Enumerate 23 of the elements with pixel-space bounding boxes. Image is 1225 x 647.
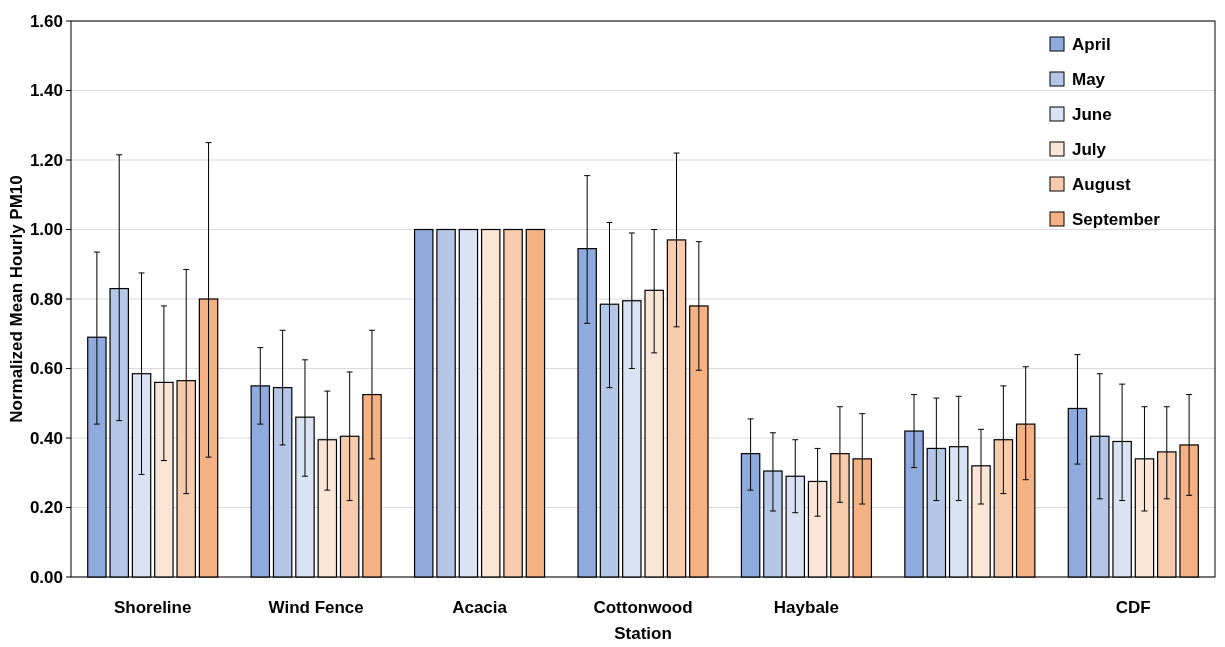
y-tick-label: 0.60 bbox=[29, 359, 63, 379]
x-axis-title: Station bbox=[614, 624, 672, 643]
y-tick-label: 1.60 bbox=[29, 11, 63, 31]
y-tick-label: 0.80 bbox=[29, 289, 63, 309]
y-tick-label: 1.40 bbox=[29, 81, 63, 101]
legend-label: August bbox=[1072, 174, 1131, 194]
x-tick-label: Haybale bbox=[773, 598, 840, 617]
legend-label: May bbox=[1072, 69, 1106, 89]
y-tick-label: 0.40 bbox=[29, 428, 63, 448]
x-tick-label: Shoreline bbox=[113, 598, 192, 617]
legend-label: July bbox=[1072, 139, 1107, 159]
x-tick-label: Wind Fence bbox=[268, 598, 364, 617]
x-tick-label: Acacia bbox=[452, 598, 508, 617]
legend-label: June bbox=[1072, 104, 1112, 124]
x-tick-label: Cottonwood bbox=[593, 598, 693, 617]
legend-label: September bbox=[1072, 209, 1161, 229]
y-tick-label: 1.00 bbox=[29, 220, 63, 240]
y-tick-label: 0.00 bbox=[29, 567, 63, 587]
y-tick-label: 0.20 bbox=[29, 498, 63, 518]
y-axis-title: Normalized Mean Hourly PM10 bbox=[7, 175, 26, 423]
y-tick-label: 1.20 bbox=[29, 150, 63, 170]
x-tick-label: CDF bbox=[1115, 598, 1151, 617]
legend-label: April bbox=[1072, 34, 1111, 54]
